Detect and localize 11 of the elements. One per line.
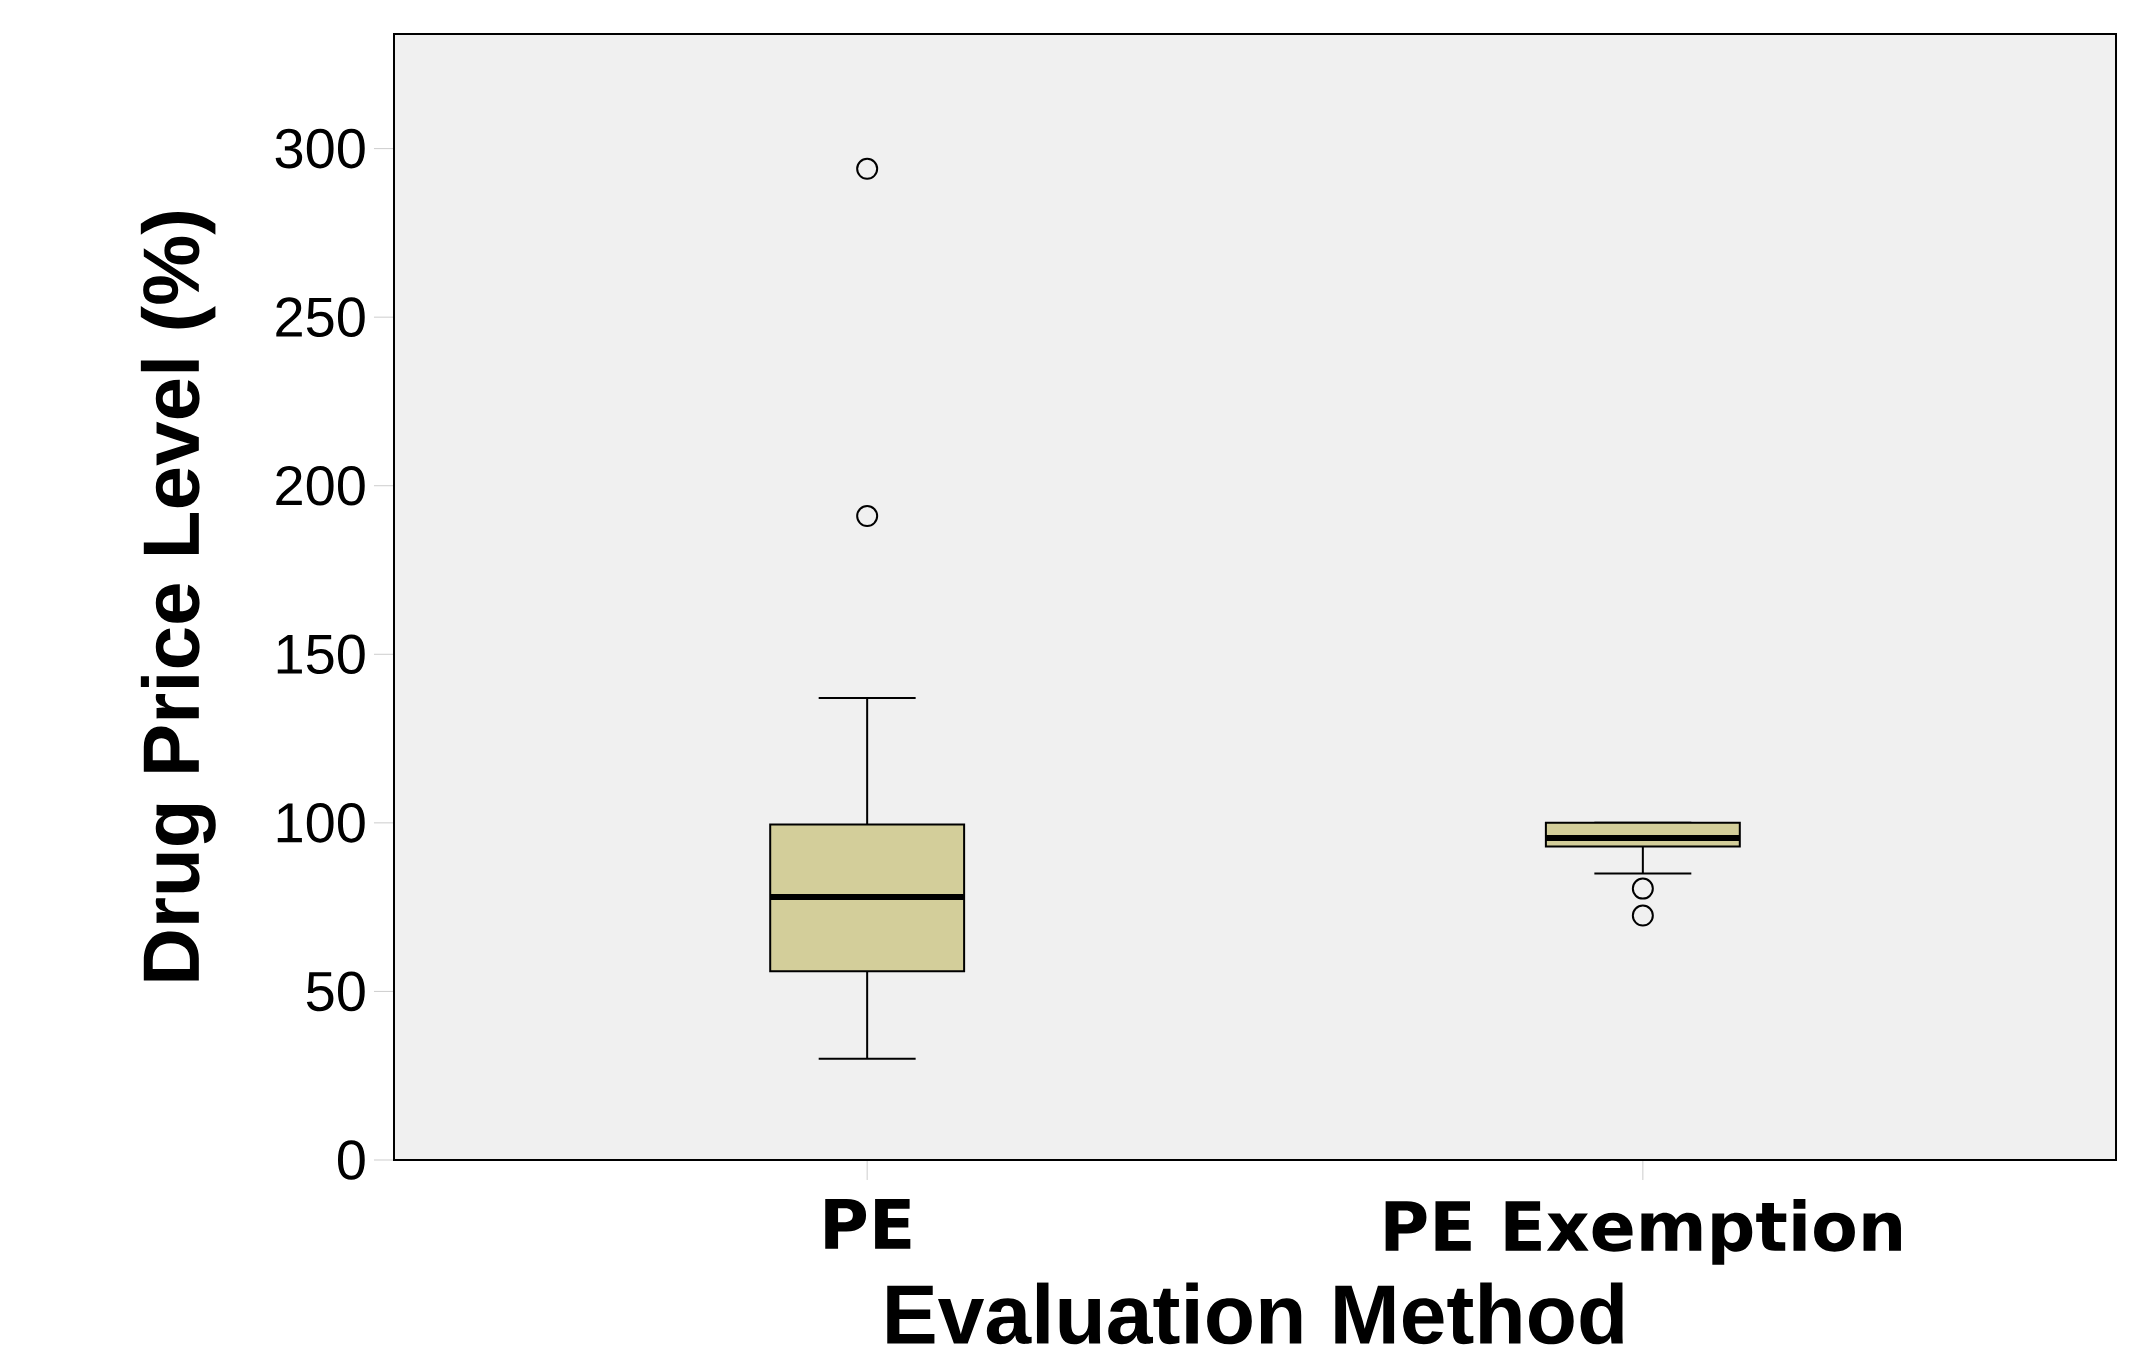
y-tick-label: 100 <box>277 803 365 843</box>
y-tick-label: 50 <box>306 971 365 1012</box>
y-tick-label: 0 <box>337 1140 365 1180</box>
y-tick-label: 300 <box>275 128 365 169</box>
y-axis-title: Drug Price Level (%) <box>140 212 216 981</box>
x-tick-label: PE <box>825 1199 911 1249</box>
x-tick-label: PE Exemption <box>1385 1199 1901 1265</box>
y-tick-label: 150 <box>277 634 365 675</box>
y-tick-label: 200 <box>276 465 365 506</box>
y-tick-label: 250 <box>276 297 365 337</box>
x-axis-title: Evaluation Method <box>887 1282 1623 1345</box>
